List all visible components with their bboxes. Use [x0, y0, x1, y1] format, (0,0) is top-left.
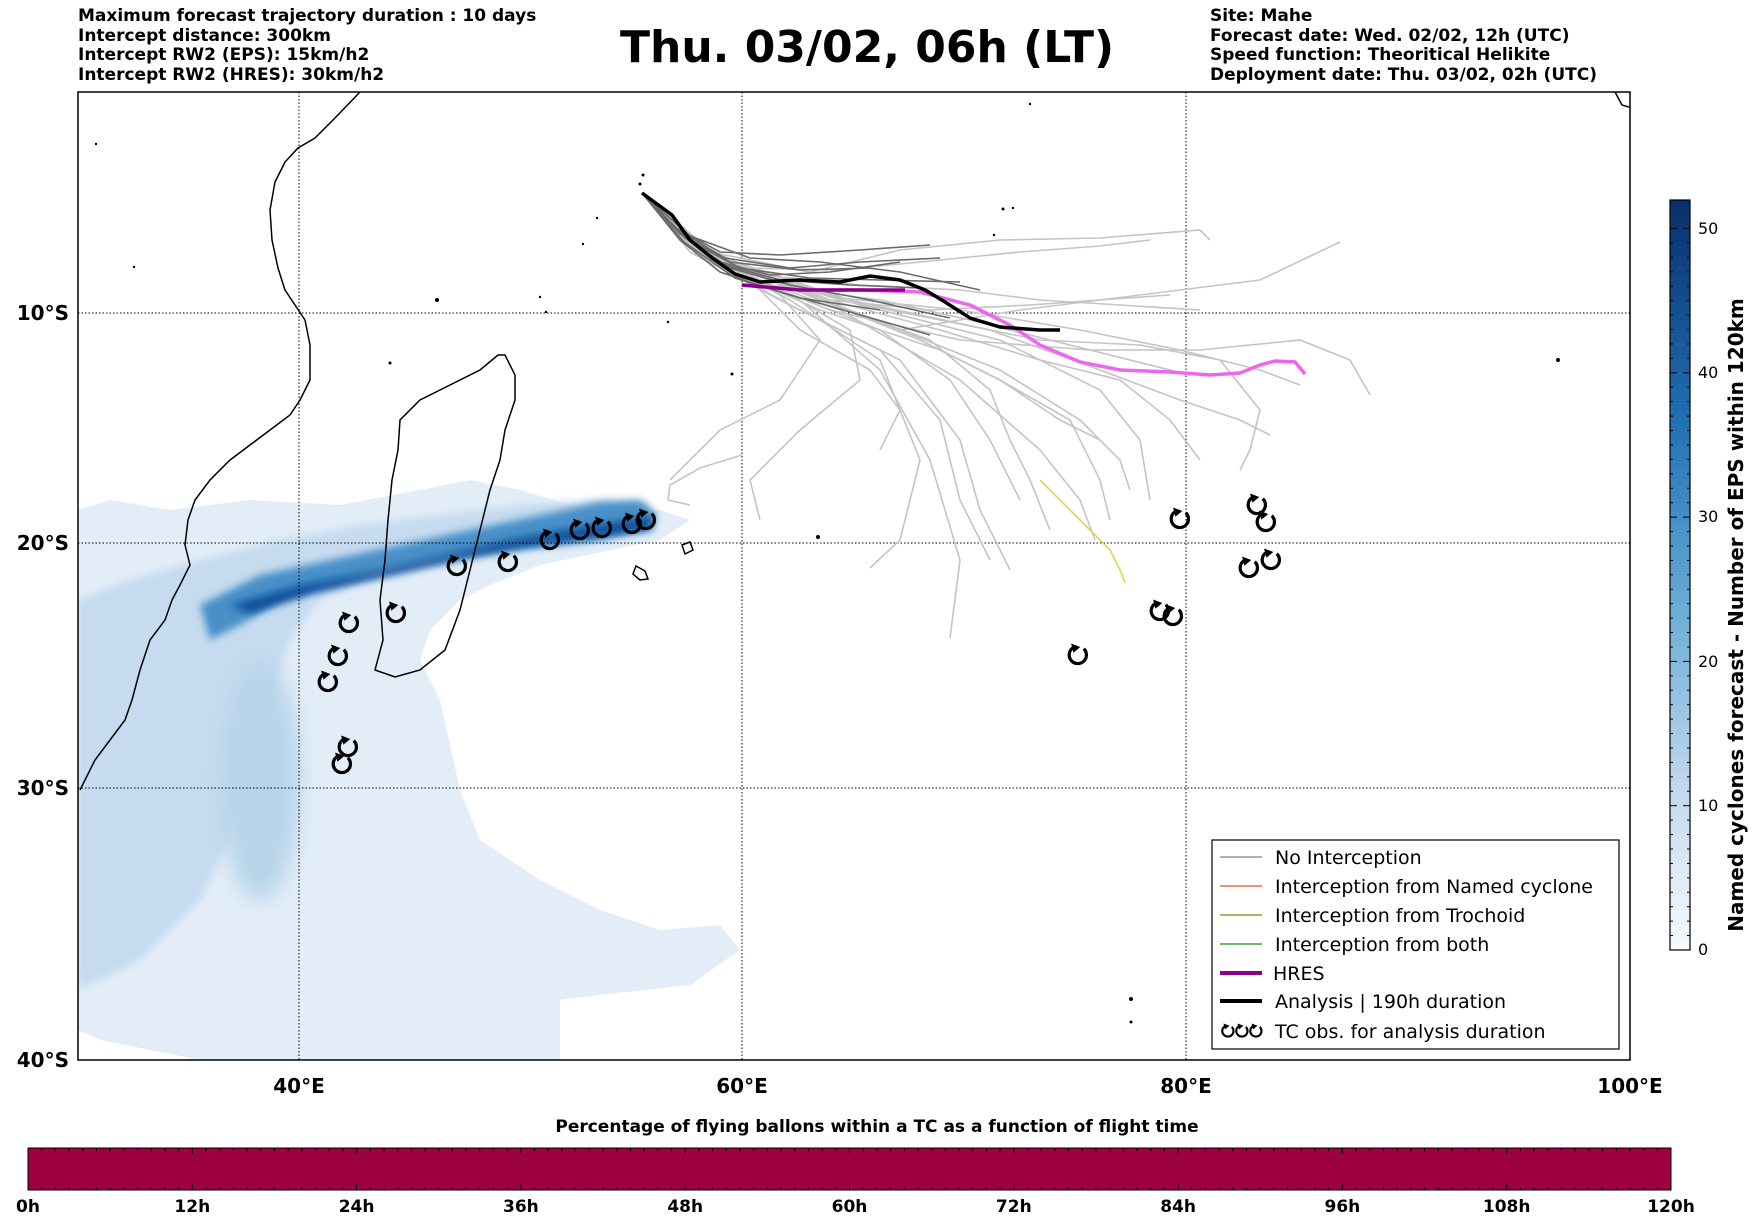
- legend-label: HRES: [1273, 963, 1325, 985]
- colorbar-tick-label: 30: [1698, 507, 1718, 526]
- colorbar-tick-label: 20: [1698, 652, 1718, 671]
- cyclone-icon: [1235, 1023, 1249, 1038]
- cyclone-icon: [1249, 1023, 1263, 1038]
- cyclone-icon: [569, 518, 591, 541]
- lat-tick-label: 20°S: [17, 531, 69, 555]
- cyclone-symbols-icon: [1221, 1023, 1263, 1038]
- cyclone-icon: [1260, 548, 1282, 571]
- legend-label: Analysis | 190h duration: [1275, 991, 1506, 1013]
- hres-trajectory-overlap: [741, 283, 905, 292]
- cyclone-icon: [591, 516, 613, 539]
- trochoid-segment: [1039, 479, 1126, 584]
- legend-label: No Interception: [1275, 847, 1422, 869]
- legend-label: Interception from Trochoid: [1275, 905, 1525, 927]
- cyclone-icon: [497, 550, 519, 573]
- lon-tick-label: 60°E: [716, 1074, 768, 1098]
- timebar-fill: [27, 1147, 1672, 1191]
- density-blob-west: [220, 660, 300, 900]
- eps-trajectory-far: [641, 192, 1191, 376]
- timebar-tick-label: 48h: [667, 1197, 703, 1217]
- timebar-tick-label: 12h: [174, 1197, 210, 1217]
- site-name: Site: Mahe: [1210, 6, 1313, 26]
- param-duration: Maximum forecast trajectory duration : 1…: [78, 6, 537, 26]
- param-rw2-hres: Intercept RW2 (HRES): 30km/h2: [78, 64, 385, 85]
- timebar-tick-label: 24h: [339, 1197, 375, 1217]
- param-rw2-eps: Intercept RW2 (EPS): 15km/h2: [78, 45, 370, 65]
- timebar-tick-label: 120h: [1647, 1197, 1695, 1217]
- forecast-parameters: Maximum forecast trajectory duration : 1…: [78, 6, 537, 85]
- cyclone-icon: [1246, 493, 1268, 516]
- eps-trajectory-far: [667, 454, 743, 506]
- cyclone-icon: [539, 528, 561, 551]
- page-title: Thu. 03/02, 06h (LT): [620, 22, 1115, 73]
- cyclone-icon: [635, 508, 657, 531]
- eps-trajectory-far: [641, 192, 1096, 541]
- cyclone-icon: [621, 512, 643, 535]
- speed-function: Speed function: Theoritical Helikite: [1210, 45, 1551, 65]
- timebar-tick-label: 72h: [996, 1197, 1032, 1217]
- lat-tick-label: 40°S: [17, 1048, 69, 1072]
- cyclone-icon: [1255, 510, 1277, 533]
- lon-tick-label: 80°E: [1160, 1074, 1212, 1098]
- small-islands: [94, 102, 1560, 1024]
- cyclone-icon: [1169, 507, 1191, 530]
- eps-trajectory-far: [641, 192, 1131, 491]
- cyclone-icon: [327, 644, 349, 667]
- analysis-trajectory: [640, 191, 1060, 332]
- colorbar-label: Named cyclones forecast - Number of EPS …: [1724, 298, 1748, 932]
- colorbar-tick-label: 50: [1698, 219, 1718, 238]
- density-core: [230, 515, 655, 614]
- reunion-island: [681, 541, 694, 556]
- colorbar-tick-label: 0: [1698, 940, 1708, 959]
- timebar-tick-label: 60h: [832, 1197, 868, 1217]
- map-frame: [77, 91, 1631, 1061]
- madagascar: [374, 354, 516, 678]
- cyclone-icon: [317, 670, 339, 693]
- deployment-date: Deployment date: Thu. 03/02, 02h (UTC): [1210, 64, 1597, 85]
- eps-trajectories: [641, 192, 1371, 639]
- cyclone-icon: [385, 601, 407, 624]
- cyclone-icon: [1067, 643, 1089, 666]
- eps-trajectory-far: [641, 192, 1101, 441]
- eps-density-field: [78, 480, 740, 1060]
- sumatra-tip: [1614, 92, 1630, 109]
- colorbar-tick-label: 40: [1698, 363, 1718, 382]
- timebar-title: Percentage of flying ballons within a TC…: [555, 1117, 1199, 1137]
- legend: No Interception Interception from Named …: [1211, 839, 1620, 1050]
- lat-tick-label: 30°S: [17, 776, 69, 800]
- africa-coastline: [79, 92, 361, 791]
- lon-tick-label: 40°E: [273, 1074, 325, 1098]
- timebar-tick-label: 96h: [1325, 1197, 1361, 1217]
- param-intercept-distance: Intercept distance: 300km: [78, 25, 331, 46]
- colorbar: 0 10 20 30 40 50 Named cyclones forecast…: [1669, 199, 1748, 959]
- cyclone-icon: [1162, 604, 1184, 627]
- legend-label: Interception from Named cyclone: [1275, 876, 1593, 898]
- cyclone-icon: [338, 611, 360, 634]
- eps-trajectory-far: [641, 192, 861, 521]
- legend-box: [1211, 839, 1620, 1050]
- forecast-date: Forecast date: Wed. 02/02, 12h (UTC): [1210, 25, 1570, 46]
- timebar-tick-label: 36h: [503, 1197, 539, 1217]
- site-information: Site: Mahe Forecast date: Wed. 02/02, 12…: [1210, 6, 1597, 85]
- lon-tick-label: 100°E: [1597, 1074, 1662, 1098]
- tc-observation-markers: [317, 493, 1282, 775]
- timebar-tick-label: 84h: [1160, 1197, 1196, 1217]
- flight-time-bar: 0h 12h 24h 36h 48h 60h 72h 84h 96h 108h 120h: [16, 1147, 1695, 1217]
- legend-label: Interception from both: [1275, 934, 1489, 956]
- mauritius: [632, 564, 650, 581]
- eps-trajectory-near: [641, 192, 881, 311]
- eps-trajectory-far: [641, 192, 1271, 436]
- cyclone-icon: [337, 735, 359, 758]
- legend-label: TC obs. for analysis duration: [1274, 1021, 1546, 1043]
- colorbar-tick-label: 10: [1698, 796, 1718, 815]
- eps-trajectory-near: [641, 192, 871, 271]
- cyclone-icon: [446, 554, 468, 577]
- lat-tick-label: 10°S: [17, 301, 69, 325]
- cyclone-icon: [1221, 1023, 1235, 1038]
- cyclone-icon: [331, 752, 353, 775]
- cyclone-icon: [1238, 556, 1260, 579]
- timebar-tick-label: 108h: [1483, 1197, 1531, 1217]
- timebar-tick-label: 0h: [16, 1197, 40, 1217]
